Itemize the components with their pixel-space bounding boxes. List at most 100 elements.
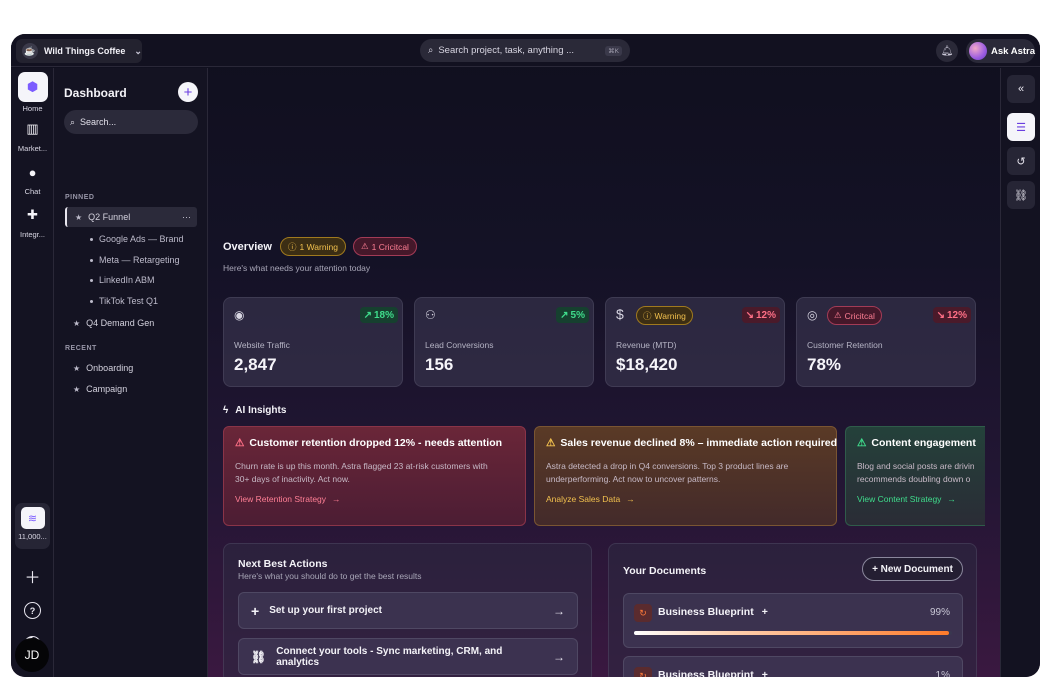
sidebar-item-label: Onboarding	[86, 363, 134, 373]
right-panel: « ☰ ↺ ⛓	[1000, 68, 1040, 677]
ai-insights-heading: ϟ AI Insights	[223, 405, 286, 416]
action-connect-tools[interactable]: ⛓ Connect your tools - Sync marketing, C…	[238, 638, 578, 675]
metric-value: 156	[425, 355, 454, 374]
top-bar: ☕ Wild Things Coffee ⌄ ⌕ Search project,…	[11, 34, 1040, 67]
credits-value: 11,000...	[18, 532, 47, 541]
insight-body: recommends doubling down o	[857, 473, 971, 484]
global-search-placeholder: Search project, task, anything ...	[438, 45, 575, 56]
add-dashboard-button[interactable]: +	[178, 82, 198, 102]
insight-title: Customer retention dropped 12% - needs a…	[249, 437, 503, 449]
metric-card-lead-conversions[interactable]: ⚇ ↗ 5% Lead Conversions 156	[414, 297, 594, 387]
arrow-right-icon: →	[947, 494, 956, 504]
plus-icon[interactable]: +	[761, 669, 768, 677]
rail-item-integrations[interactable]: ✚ Integr...	[11, 202, 54, 239]
sidebar-item-q4-demand-gen[interactable]: ★ Q4 Demand Gen	[65, 313, 197, 333]
warning-badge: ⓘ Warning	[636, 306, 693, 325]
link-icon: ⛓	[251, 649, 267, 664]
arrow-right-icon: →	[626, 494, 635, 504]
documents-title: Your Documents	[623, 565, 707, 577]
trend-up-icon: ↗	[560, 309, 569, 321]
star-icon: ★	[73, 318, 81, 328]
trend-down-icon: ↘	[936, 309, 945, 321]
insight-body: Churn rate is up this month. Astra flagg…	[235, 461, 488, 471]
view-retention-strategy-link[interactable]: View Retention Strategy →	[235, 494, 514, 504]
insight-card-content[interactable]: ⚠︎ Content engagement Blog and social pos…	[845, 426, 985, 526]
rail-item-home[interactable]: ⬢ Home	[11, 72, 54, 113]
metric-card-website-traffic[interactable]: ◉ ↗ 18% Website Traffic 2,847	[223, 297, 403, 387]
main-content: Overview ⓘ 1 Warning ⚠︎ 1 Cricitcal Here…	[208, 68, 1000, 677]
sidebar-item-onboarding[interactable]: ★ Onboarding	[65, 358, 197, 378]
new-document-button[interactable]: + New Document	[862, 557, 963, 581]
bullet-icon	[90, 299, 93, 303]
credits-widget[interactable]: ≋ 11,000...	[15, 503, 50, 549]
trend-value: 5%	[570, 309, 585, 321]
document-row[interactable]: ↻ Business Blueprint + 1%	[623, 656, 963, 677]
plus-icon[interactable]: +	[761, 606, 768, 618]
document-progress-label: 1%	[935, 670, 950, 677]
progress-bar	[634, 631, 952, 635]
metric-label: Revenue (MTD)	[616, 340, 677, 350]
sidebar-search-placeholder: Search...	[80, 117, 117, 127]
sidebar-subitem[interactable]: LinkedIn ABM	[90, 275, 155, 285]
trend-value: 12%	[946, 309, 967, 321]
link-icon[interactable]: ⛓	[1007, 181, 1035, 209]
avatar[interactable]: JD	[15, 638, 49, 672]
sidebar-subitem-label: TikTok Test Q1	[99, 296, 159, 306]
collapse-panel-icon[interactable]: «	[1007, 75, 1035, 103]
shortcut-hint: ⌘K	[605, 45, 622, 56]
analyze-sales-data-link[interactable]: Analyze Sales Data →	[546, 494, 825, 504]
sidebar-item-q2-funnel[interactable]: ★ Q2 Funnel ···	[65, 207, 197, 227]
plus-icon[interactable]: ＋	[24, 569, 41, 587]
sidebar-subitem[interactable]: Google Ads — Brand	[90, 234, 184, 244]
overview-subtitle: Here's what needs your attention today	[223, 263, 371, 273]
sidebar-subitem[interactable]: Meta — Retargeting	[90, 255, 180, 265]
chart-icon: ▥	[26, 121, 39, 136]
rail-item-marketing[interactable]: ▥ Market...	[11, 116, 54, 153]
global-search-input[interactable]: ⌕ Search project, task, anything ... ⌘K	[420, 39, 630, 62]
insight-body: Astra detected a drop in Q4 conversions.…	[546, 461, 789, 471]
rail-label: Home	[22, 104, 43, 113]
insight-card-retention[interactable]: ⚠︎ Customer retention dropped 12% - needs…	[223, 426, 526, 526]
star-icon: ★	[73, 363, 81, 373]
metric-card-revenue[interactable]: $ ⓘ Warning ↘ 12% Revenue (MTD) $18,420	[605, 297, 785, 387]
sidebar-subitem[interactable]: TikTok Test Q1	[90, 296, 158, 306]
rail-item-chat[interactable]: ● Chat	[11, 159, 54, 197]
sidebar-title: Dashboard	[64, 86, 127, 100]
bullet-icon	[90, 237, 93, 241]
sidebar-item-label: Q2 Funnel	[88, 212, 131, 222]
ask-astra-button[interactable]: Ask Astra	[966, 39, 1035, 63]
metric-label: Website Traffic	[234, 340, 290, 350]
ai-insights-title: AI Insights	[235, 405, 287, 416]
more-icon[interactable]: ···	[182, 212, 191, 222]
home-icon: ⬢	[17, 72, 48, 102]
bell-icon[interactable]: 🔔︎	[936, 40, 958, 62]
database-icon: ≋	[20, 507, 45, 529]
warning-badge[interactable]: ⓘ 1 Warning	[280, 237, 346, 256]
sidebar-item-label: Q4 Demand Gen	[86, 318, 155, 328]
trend-up-icon: ↗	[363, 309, 372, 321]
bullet-icon	[90, 278, 93, 282]
checklist-icon[interactable]: ☰	[1007, 113, 1035, 141]
trend-up-badge: ↗ 5%	[556, 307, 589, 323]
next-actions-subtitle: Here's what you should do to get the bes…	[238, 571, 422, 581]
action-setup-project[interactable]: + Set up your first project →	[238, 592, 578, 629]
critical-badge[interactable]: ⚠︎ 1 Cricitcal	[353, 237, 417, 256]
view-content-strategy-link[interactable]: View Content Strategy →	[857, 494, 974, 504]
workspace-switcher[interactable]: ☕ Wild Things Coffee ⌄	[16, 39, 142, 63]
help-icon[interactable]: ?	[24, 602, 41, 619]
document-row[interactable]: ↻ Business Blueprint + 99%	[623, 593, 963, 648]
history-icon[interactable]: ↺	[1007, 147, 1035, 175]
ask-astra-label: Ask Astra	[991, 45, 1036, 57]
lightning-icon: ϟ	[223, 405, 229, 416]
sidebar-search-input[interactable]: ⌕ Search...	[64, 110, 198, 134]
insight-link-label: View Retention Strategy	[235, 494, 327, 504]
insight-card-sales[interactable]: ⚠︎ Sales revenue declined 8% – immediate …	[534, 426, 837, 526]
trend-value: 18%	[373, 309, 394, 321]
document-progress-label: 99%	[929, 607, 950, 618]
next-best-actions-panel: Next Best Actions Here's what you should…	[223, 543, 592, 677]
sidebar-subitem-label: Meta — Retargeting	[99, 255, 180, 265]
sidebar-item-campaign[interactable]: ★ Campaign	[65, 379, 197, 399]
eye-icon: ◉	[234, 308, 245, 322]
insight-title: Content engagement	[871, 437, 976, 449]
metric-card-customer-retention[interactable]: ◎ ⚠︎ Cricitcal ↘ 12% Customer Retention 78…	[796, 297, 976, 387]
